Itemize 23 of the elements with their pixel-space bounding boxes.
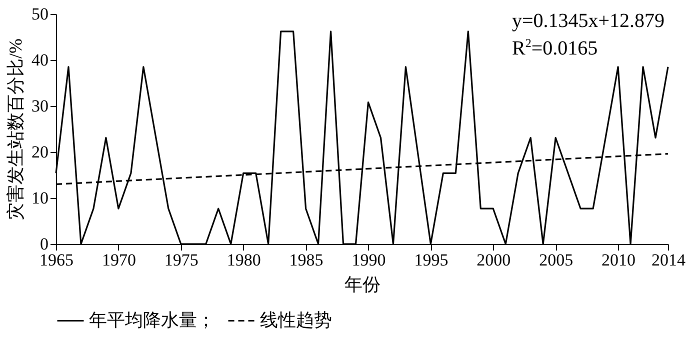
x-tick-label: 1970	[102, 250, 136, 270]
x-tick-label: 2014	[652, 250, 686, 270]
annotation: R$^{2}$=0.0165	[512, 36, 598, 60]
x-tick-label: 1980	[226, 250, 261, 270]
y-tick-label: 20	[32, 142, 48, 162]
legend-label: 年平均降水量；	[89, 310, 215, 330]
x-tick-label: 1990	[352, 250, 386, 270]
legend-label: 线性趋势	[260, 310, 332, 330]
y-tick-label: 0	[40, 234, 48, 254]
y-tick-label: 40	[32, 50, 48, 70]
x-tick-label: 1975	[164, 250, 198, 270]
y-tick-label: 30	[32, 96, 48, 116]
x-tick-label: 2005	[539, 250, 574, 270]
x-axis-title: 年份	[344, 274, 380, 294]
y-tick-label: 10	[32, 188, 48, 208]
x-tick-label: 1995	[414, 250, 448, 270]
x-tick-label: 2000	[476, 250, 511, 270]
x-tick-label: 1965	[40, 250, 74, 270]
x-tick-label: 2010	[602, 250, 636, 270]
y-tick-label: 50	[32, 4, 48, 24]
annotation: y=0.1345x+12.879	[512, 10, 665, 32]
x-tick-label: 1985	[289, 250, 324, 270]
y-axis-title: 灾害发生站数百分比/%	[6, 38, 26, 220]
